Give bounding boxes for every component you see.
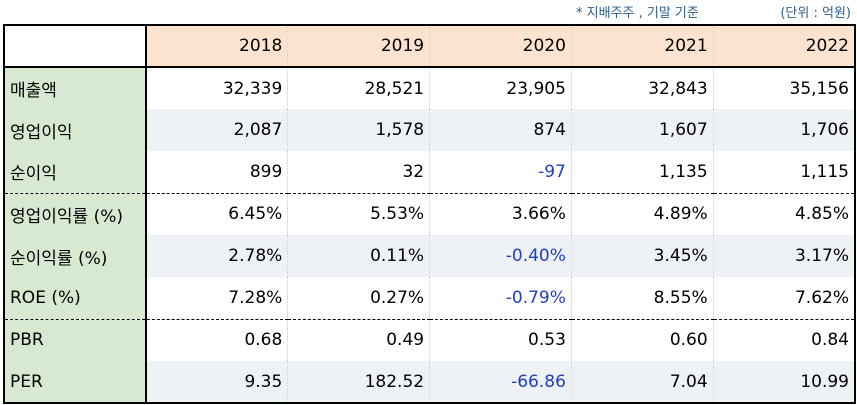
table-cell: 3.17% bbox=[712, 235, 855, 277]
table-cell: 7.28% bbox=[145, 277, 288, 319]
row-label: 매출액 bbox=[4, 67, 147, 109]
table-row: 영업이익률 (%) 6.45% 5.53% 3.66% 4.89% 4.85% bbox=[4, 192, 855, 235]
header-row: 2018 2019 2020 2021 2022 bbox=[4, 25, 855, 68]
table-cell: 1,115 bbox=[712, 151, 855, 193]
table-cell: 4.85% bbox=[712, 192, 855, 235]
table-row: 순이익 899 32 -97 1,135 1,115 bbox=[4, 151, 855, 193]
table-cell: 10.99 bbox=[712, 361, 855, 403]
table-row: PER 9.35 182.52 -66.86 7.04 10.99 bbox=[4, 361, 855, 403]
table-row: 매출액 32,339 28,521 23,905 32,843 35,156 bbox=[4, 67, 855, 109]
table-cell: 0.53 bbox=[429, 318, 572, 361]
table-cell: 9.35 bbox=[145, 361, 288, 403]
table-cell: 0.84 bbox=[712, 318, 855, 361]
table-cell: 7.62% bbox=[712, 277, 855, 319]
year-header: 2018 bbox=[145, 25, 288, 68]
table-cell: 32,339 bbox=[145, 67, 288, 109]
basis-note: * 지배주주 , 기말 기준 bbox=[576, 6, 699, 21]
table-cell: 3.45% bbox=[570, 235, 714, 277]
table-cell: -66.86 bbox=[429, 361, 572, 403]
unit-note: (단위 : 억원) bbox=[780, 6, 851, 21]
row-label: ROE (%) bbox=[4, 277, 147, 319]
table-row: PBR 0.68 0.49 0.53 0.60 0.84 bbox=[4, 318, 855, 361]
table-cell: 0.49 bbox=[287, 318, 430, 361]
row-label: PBR bbox=[4, 318, 147, 361]
table-cell: 3.66% bbox=[429, 192, 572, 235]
table-cell: 5.53% bbox=[287, 192, 430, 235]
row-label: 순이익률 (%) bbox=[4, 235, 147, 277]
year-header: 2022 bbox=[712, 25, 855, 68]
table-row: 순이익률 (%) 2.78% 0.11% -0.40% 3.45% 3.17% bbox=[4, 235, 855, 277]
financial-summary-table: 2018 2019 2020 2021 2022 매출액 32,339 28,521… bbox=[3, 24, 856, 404]
table-cell: 4.89% bbox=[570, 192, 714, 235]
table-cell: 874 bbox=[429, 109, 572, 151]
table-cell: 28,521 bbox=[287, 67, 430, 109]
table-cell: 182.52 bbox=[287, 361, 430, 403]
row-label: 영업이익 bbox=[4, 109, 147, 151]
table-cell: -97 bbox=[429, 151, 572, 193]
row-label: PER bbox=[4, 361, 147, 403]
table-notes: * 지배주주 , 기말 기준 (단위 : 억원) bbox=[0, 0, 857, 24]
table-cell: 8.55% bbox=[570, 277, 714, 319]
row-label: 순이익 bbox=[4, 151, 147, 193]
table-cell: 32 bbox=[287, 151, 430, 193]
table-cell: -0.40% bbox=[429, 235, 572, 277]
table-cell: 1,135 bbox=[570, 151, 714, 193]
table-cell: 0.27% bbox=[287, 277, 430, 319]
table-cell: 35,156 bbox=[712, 67, 855, 109]
year-header: 2020 bbox=[429, 25, 572, 68]
table-cell: 1,578 bbox=[287, 109, 430, 151]
table-cell: -0.79% bbox=[429, 277, 572, 319]
table-row: 영업이익 2,087 1,578 874 1,607 1,706 bbox=[4, 109, 855, 151]
table-cell: 2,087 bbox=[145, 109, 288, 151]
table-cell: 899 bbox=[145, 151, 288, 193]
table-cell: 0.60 bbox=[570, 318, 714, 361]
table-cell: 6.45% bbox=[145, 192, 288, 235]
table-cell: 7.04 bbox=[570, 361, 714, 403]
year-header: 2019 bbox=[287, 25, 430, 68]
table-cell: 0.11% bbox=[287, 235, 430, 277]
table-body: 매출액 32,339 28,521 23,905 32,843 35,156 영업이익 2,0… bbox=[4, 67, 855, 403]
table-cell: 32,843 bbox=[570, 67, 714, 109]
table-cell: 1,706 bbox=[712, 109, 855, 151]
table-cell: 2.78% bbox=[145, 235, 288, 277]
table-cell: 0.68 bbox=[145, 318, 288, 361]
table-row: ROE (%) 7.28% 0.27% -0.79% 8.55% 7.62% bbox=[4, 277, 855, 319]
corner-cell bbox=[4, 25, 147, 68]
table-cell: 23,905 bbox=[429, 67, 572, 109]
year-header: 2021 bbox=[570, 25, 714, 68]
row-label: 영업이익률 (%) bbox=[4, 192, 147, 235]
table-cell: 1,607 bbox=[570, 109, 714, 151]
